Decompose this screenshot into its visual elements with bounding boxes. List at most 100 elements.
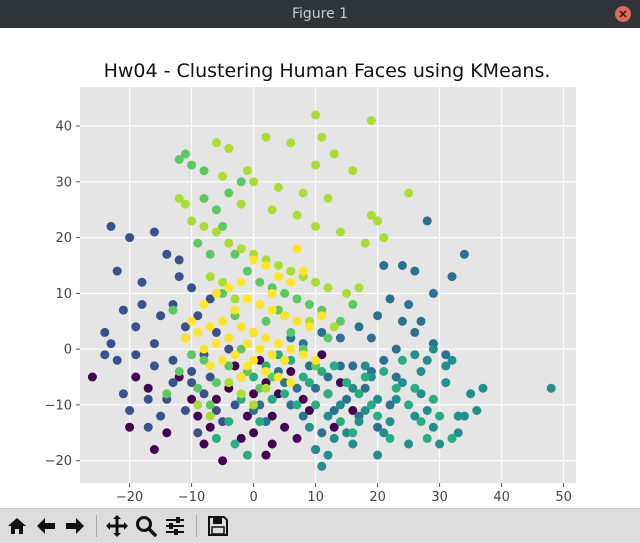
data-point-cluster-0 [242,411,252,421]
data-point-cluster-7 [317,311,327,321]
data-point-cluster-2 [416,316,426,326]
data-point-cluster-5 [205,249,215,259]
data-point-cluster-6 [267,205,277,215]
data-point-cluster-7 [236,322,246,332]
data-point-cluster-5 [224,188,234,198]
data-point-cluster-5 [335,316,345,326]
data-point-cluster-6 [298,188,308,198]
zoom-magnifier-icon [136,516,157,537]
y-tick-label: −20 [45,454,72,469]
data-point-cluster-4 [410,383,420,393]
data-point-cluster-4 [428,394,438,404]
data-point-cluster-6 [174,194,184,203]
data-point-cluster-7 [261,367,271,376]
data-point-cluster-2 [354,322,364,332]
data-point-cluster-2 [335,361,345,371]
data-point-cluster-5 [199,166,209,176]
data-point-cluster-3 [422,406,432,415]
back-button[interactable] [33,513,59,539]
data-point-cluster-5 [205,400,215,410]
data-point-cluster-3 [385,417,395,427]
zoom-button[interactable] [133,513,159,539]
pan-button[interactable] [104,513,130,539]
data-point-cluster-4 [286,355,296,365]
data-point-cluster-4 [385,433,395,443]
data-point-cluster-5 [286,327,296,337]
close-window-button[interactable] [615,6,631,22]
data-point-cluster-7 [292,316,302,326]
data-point-cluster-3 [410,350,420,360]
data-point-cluster-3 [453,411,463,421]
data-point-cluster-3 [453,428,463,438]
data-point-cluster-1 [118,389,128,399]
data-point-cluster-3 [373,394,383,404]
configure-subplots-button[interactable] [162,513,188,539]
data-point-cluster-4 [323,389,333,399]
data-point-cluster-5 [267,372,277,382]
figure-canvas[interactable]: Hw04 - Clustering Human Faces using KMea… [0,28,640,508]
data-point-cluster-0 [280,422,290,432]
data-point-cluster-1 [187,378,197,388]
data-point-cluster-1 [112,355,122,365]
data-point-cluster-6 [242,166,252,176]
data-point-cluster-6 [218,277,228,287]
pan-move-icon [106,515,128,537]
data-point-cluster-7 [280,311,290,321]
data-point-cluster-1 [180,406,190,415]
data-point-cluster-6 [360,238,370,248]
data-point-cluster-7 [273,339,283,349]
data-point-cluster-4 [211,433,221,443]
data-point-cluster-7 [242,294,252,304]
data-point-cluster-0 [261,450,271,460]
data-point-cluster-3 [360,406,370,415]
data-point-cluster-6 [311,277,321,287]
home-button[interactable] [4,513,30,539]
data-point-cluster-3 [435,439,445,449]
data-point-cluster-4 [335,417,345,427]
data-point-cluster-5 [199,355,209,365]
data-point-cluster-0 [218,456,228,466]
data-point-cluster-5 [236,177,246,187]
data-point-cluster-6 [311,110,321,120]
data-point-cluster-3 [441,378,451,388]
data-point-cluster-2 [311,383,321,393]
data-point-cluster-6 [317,132,327,142]
data-point-cluster-2 [317,428,327,438]
data-point-cluster-2 [404,300,414,309]
data-point-cluster-5 [242,266,252,276]
data-point-cluster-2 [255,400,265,410]
data-point-cluster-1 [100,350,110,360]
data-point-cluster-5 [230,249,240,259]
data-point-cluster-3 [546,383,556,393]
data-point-cluster-1 [162,249,172,259]
window-titlebar: Figure 1 [0,0,640,28]
data-point-cluster-3 [428,344,438,354]
data-point-cluster-3 [342,428,352,438]
x-tick-label: 20 [369,490,386,505]
forward-button[interactable] [62,513,88,539]
y-tick-label: 30 [55,175,72,190]
toolbar-separator [96,515,97,537]
save-button[interactable] [205,513,231,539]
data-point-cluster-1 [180,322,190,332]
data-point-cluster-6 [311,160,321,170]
data-point-cluster-6 [249,400,259,410]
data-point-cluster-4 [397,355,407,365]
data-point-cluster-7 [304,322,314,332]
data-point-cluster-6 [366,210,376,220]
data-point-cluster-7 [249,255,259,265]
data-point-cluster-4 [298,372,308,382]
data-point-cluster-6 [205,411,215,421]
data-point-cluster-4 [435,411,445,421]
configure-subplots-icon [166,517,184,535]
data-point-cluster-1 [224,344,234,354]
data-point-cluster-0 [249,389,259,399]
close-icon [619,10,627,18]
data-point-cluster-7 [273,272,283,282]
data-point-cluster-0 [267,411,277,421]
data-point-cluster-6 [236,389,246,399]
data-point-cluster-2 [459,249,469,259]
data-point-cluster-0 [131,372,141,382]
data-point-cluster-2 [397,261,407,270]
data-point-cluster-2 [385,400,395,410]
